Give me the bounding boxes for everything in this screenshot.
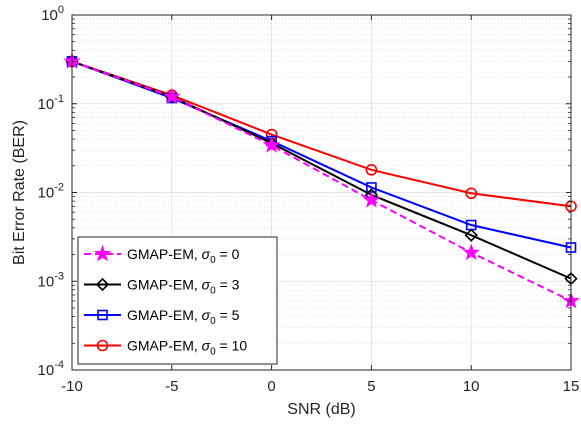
legend-box bbox=[77, 236, 278, 365]
data-point-diamond bbox=[95, 277, 110, 292]
y-tick-label-exponent: -3 bbox=[54, 270, 64, 282]
y-tick-label-exponent: 0 bbox=[58, 4, 64, 16]
y-tick-label-base: 10 bbox=[38, 96, 55, 113]
legend-label-symbol: σ bbox=[202, 338, 211, 354]
y-tick-label: 10-2 bbox=[38, 182, 64, 202]
data-point-star bbox=[163, 87, 181, 105]
y-axis-title: Bit Error Rate (BER) bbox=[11, 120, 28, 265]
legend-label-suffix: = 0 bbox=[216, 246, 240, 262]
legend-label-subscript: 0 bbox=[210, 316, 216, 327]
x-axis-title: SNR (dB) bbox=[287, 401, 355, 418]
y-tick-label: 10-4 bbox=[38, 359, 64, 379]
legend-label-prefix: GMAP-EM, bbox=[127, 338, 202, 354]
y-tick-label-exponent: -4 bbox=[54, 359, 64, 371]
legend-label-symbol: σ bbox=[202, 307, 211, 323]
legend-label: GMAP-EM, σ0 = 3 bbox=[127, 277, 240, 297]
series-line bbox=[71, 60, 572, 302]
legend-label: GMAP-EM, σ0 = 0 bbox=[127, 246, 240, 266]
legend-entry: GMAP-EM, σ0 = 10 bbox=[84, 338, 247, 358]
legend-label-suffix: = 10 bbox=[216, 338, 248, 354]
data-point-square bbox=[97, 309, 108, 321]
data-point-circle bbox=[96, 339, 109, 352]
series-line bbox=[71, 60, 572, 208]
x-tick-label: 10 bbox=[463, 378, 480, 395]
y-tick-label-base: 10 bbox=[38, 362, 55, 379]
y-tick-label-base: 10 bbox=[38, 185, 55, 202]
y-tick-label: 10-1 bbox=[38, 93, 64, 113]
y-tick-label-exponent: -2 bbox=[54, 182, 64, 194]
data-point-circle bbox=[465, 187, 478, 200]
x-tick-label: 5 bbox=[367, 378, 375, 395]
legend-entry: GMAP-EM, σ0 = 5 bbox=[84, 307, 240, 327]
x-tick-label: 0 bbox=[267, 378, 275, 395]
y-tick-label-base: 10 bbox=[41, 7, 58, 24]
legend-label: GMAP-EM, σ0 = 5 bbox=[127, 307, 240, 327]
legend-label-prefix: GMAP-EM, bbox=[127, 307, 202, 323]
data-point-star bbox=[93, 244, 112, 262]
legend-label-suffix: = 5 bbox=[216, 307, 240, 323]
data-point-diamond bbox=[464, 228, 478, 242]
y-tick-label: 10-3 bbox=[38, 270, 64, 290]
legend-label-symbol: σ bbox=[202, 246, 211, 262]
legend-label-suffix: = 3 bbox=[216, 277, 240, 293]
series-line bbox=[71, 60, 572, 249]
x-tick-label: -10 bbox=[61, 378, 83, 395]
legend-label-subscript: 0 bbox=[210, 255, 216, 266]
y-tick-label: 100 bbox=[41, 4, 64, 24]
y-tick-label-exponent: -1 bbox=[54, 93, 64, 105]
legend-entry: GMAP-EM, σ0 = 3 bbox=[84, 277, 240, 297]
legend-label-subscript: 0 bbox=[210, 286, 216, 297]
data-point-circle bbox=[365, 164, 378, 176]
x-tick-label: -5 bbox=[165, 378, 178, 395]
legend-label-prefix: GMAP-EM, bbox=[127, 277, 202, 293]
x-tick-label: 15 bbox=[563, 378, 580, 395]
data-point-star bbox=[462, 243, 480, 261]
minor-grid bbox=[72, 18, 571, 344]
legend-label-subscript: 0 bbox=[210, 347, 216, 358]
legend-label-prefix: GMAP-EM, bbox=[127, 246, 202, 262]
legend-entry: GMAP-EM, σ0 = 0 bbox=[84, 244, 240, 266]
y-tick-label-base: 10 bbox=[38, 273, 55, 290]
data-point-star bbox=[362, 190, 381, 208]
ticks bbox=[71, 14, 572, 371]
legend-label: GMAP-EM, σ0 = 10 bbox=[127, 338, 247, 358]
data-point-star bbox=[262, 136, 281, 153]
legend-label-symbol: σ bbox=[202, 277, 211, 293]
